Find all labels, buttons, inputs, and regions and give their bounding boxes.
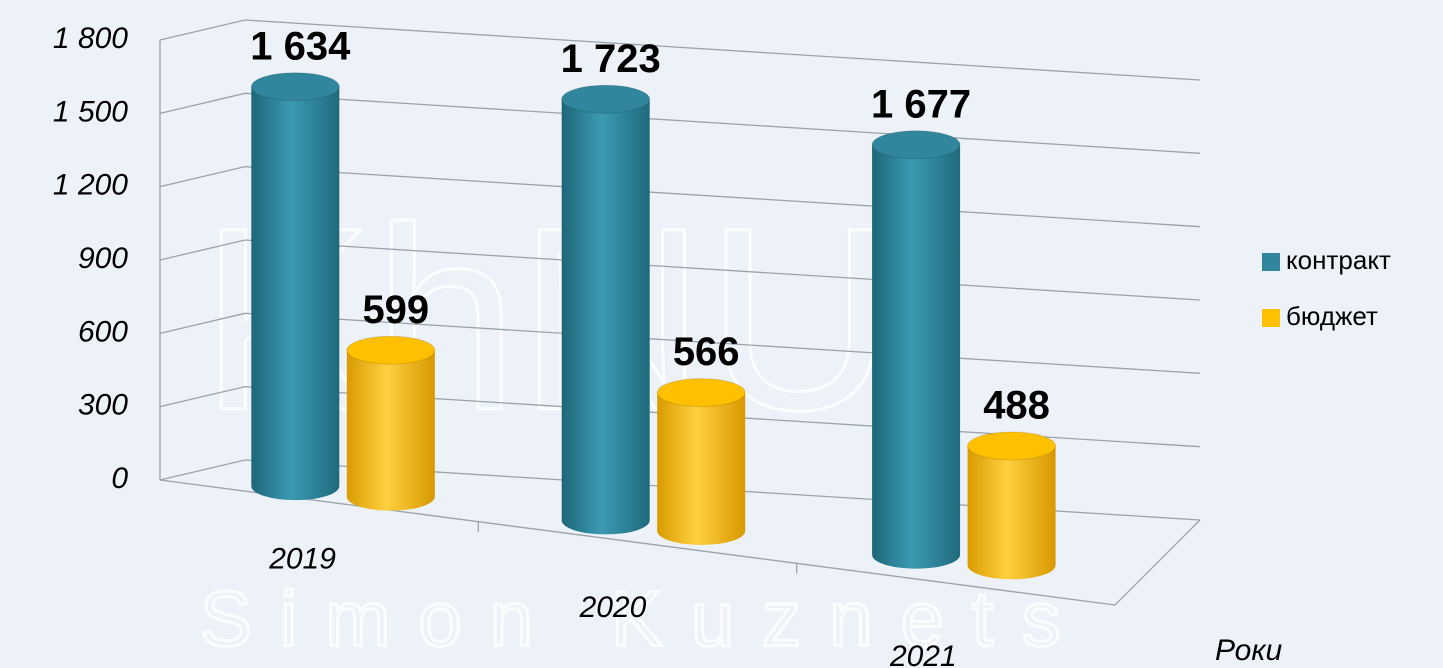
y-tick-label: 0 (111, 462, 128, 495)
cylinder-top (561, 84, 651, 114)
cylinder (251, 86, 340, 501)
x-tick-label: 2020 (579, 591, 647, 624)
data-label: 1 723 (561, 37, 661, 81)
legend-label: контракт (1286, 245, 1391, 275)
y-tick-label: 1 200 (53, 169, 128, 202)
y-tick-label: 300 (78, 389, 128, 422)
x-tick-label: 2019 (268, 543, 336, 576)
floor-edge (1114, 519, 1201, 606)
data-label: 1 677 (871, 82, 971, 126)
x-axis-label: Роки (1215, 634, 1283, 667)
cylinder (872, 144, 961, 569)
watermark: Simon Kuznets (200, 575, 1089, 663)
data-label: 1 634 (250, 24, 351, 68)
data-label: 566 (673, 330, 740, 374)
cylinder-top (871, 130, 961, 160)
y-tick-label: 900 (78, 242, 128, 275)
y-tick-label: 600 (78, 315, 128, 348)
cylinder-top (967, 431, 1057, 461)
cylinder-top (346, 335, 436, 365)
cylinder (657, 392, 746, 545)
data-label: 488 (983, 384, 1050, 428)
data-label: 599 (362, 288, 429, 332)
grid-line (159, 92, 1201, 154)
y-tick-label: 1 800 (53, 22, 128, 55)
legend-swatch (1262, 309, 1280, 327)
cylinder (561, 99, 650, 535)
cylinder (967, 445, 1056, 580)
y-tick-label: 1 500 (53, 95, 128, 128)
legend-swatch (1262, 253, 1280, 271)
x-tick-label: 2021 (889, 640, 957, 668)
cylinder-top (656, 378, 746, 408)
floor-edge (159, 479, 1116, 606)
grid-line (159, 19, 1201, 81)
cylinder (346, 350, 435, 511)
legend-label: бюджет (1286, 301, 1378, 331)
cylinder-top (250, 72, 340, 102)
